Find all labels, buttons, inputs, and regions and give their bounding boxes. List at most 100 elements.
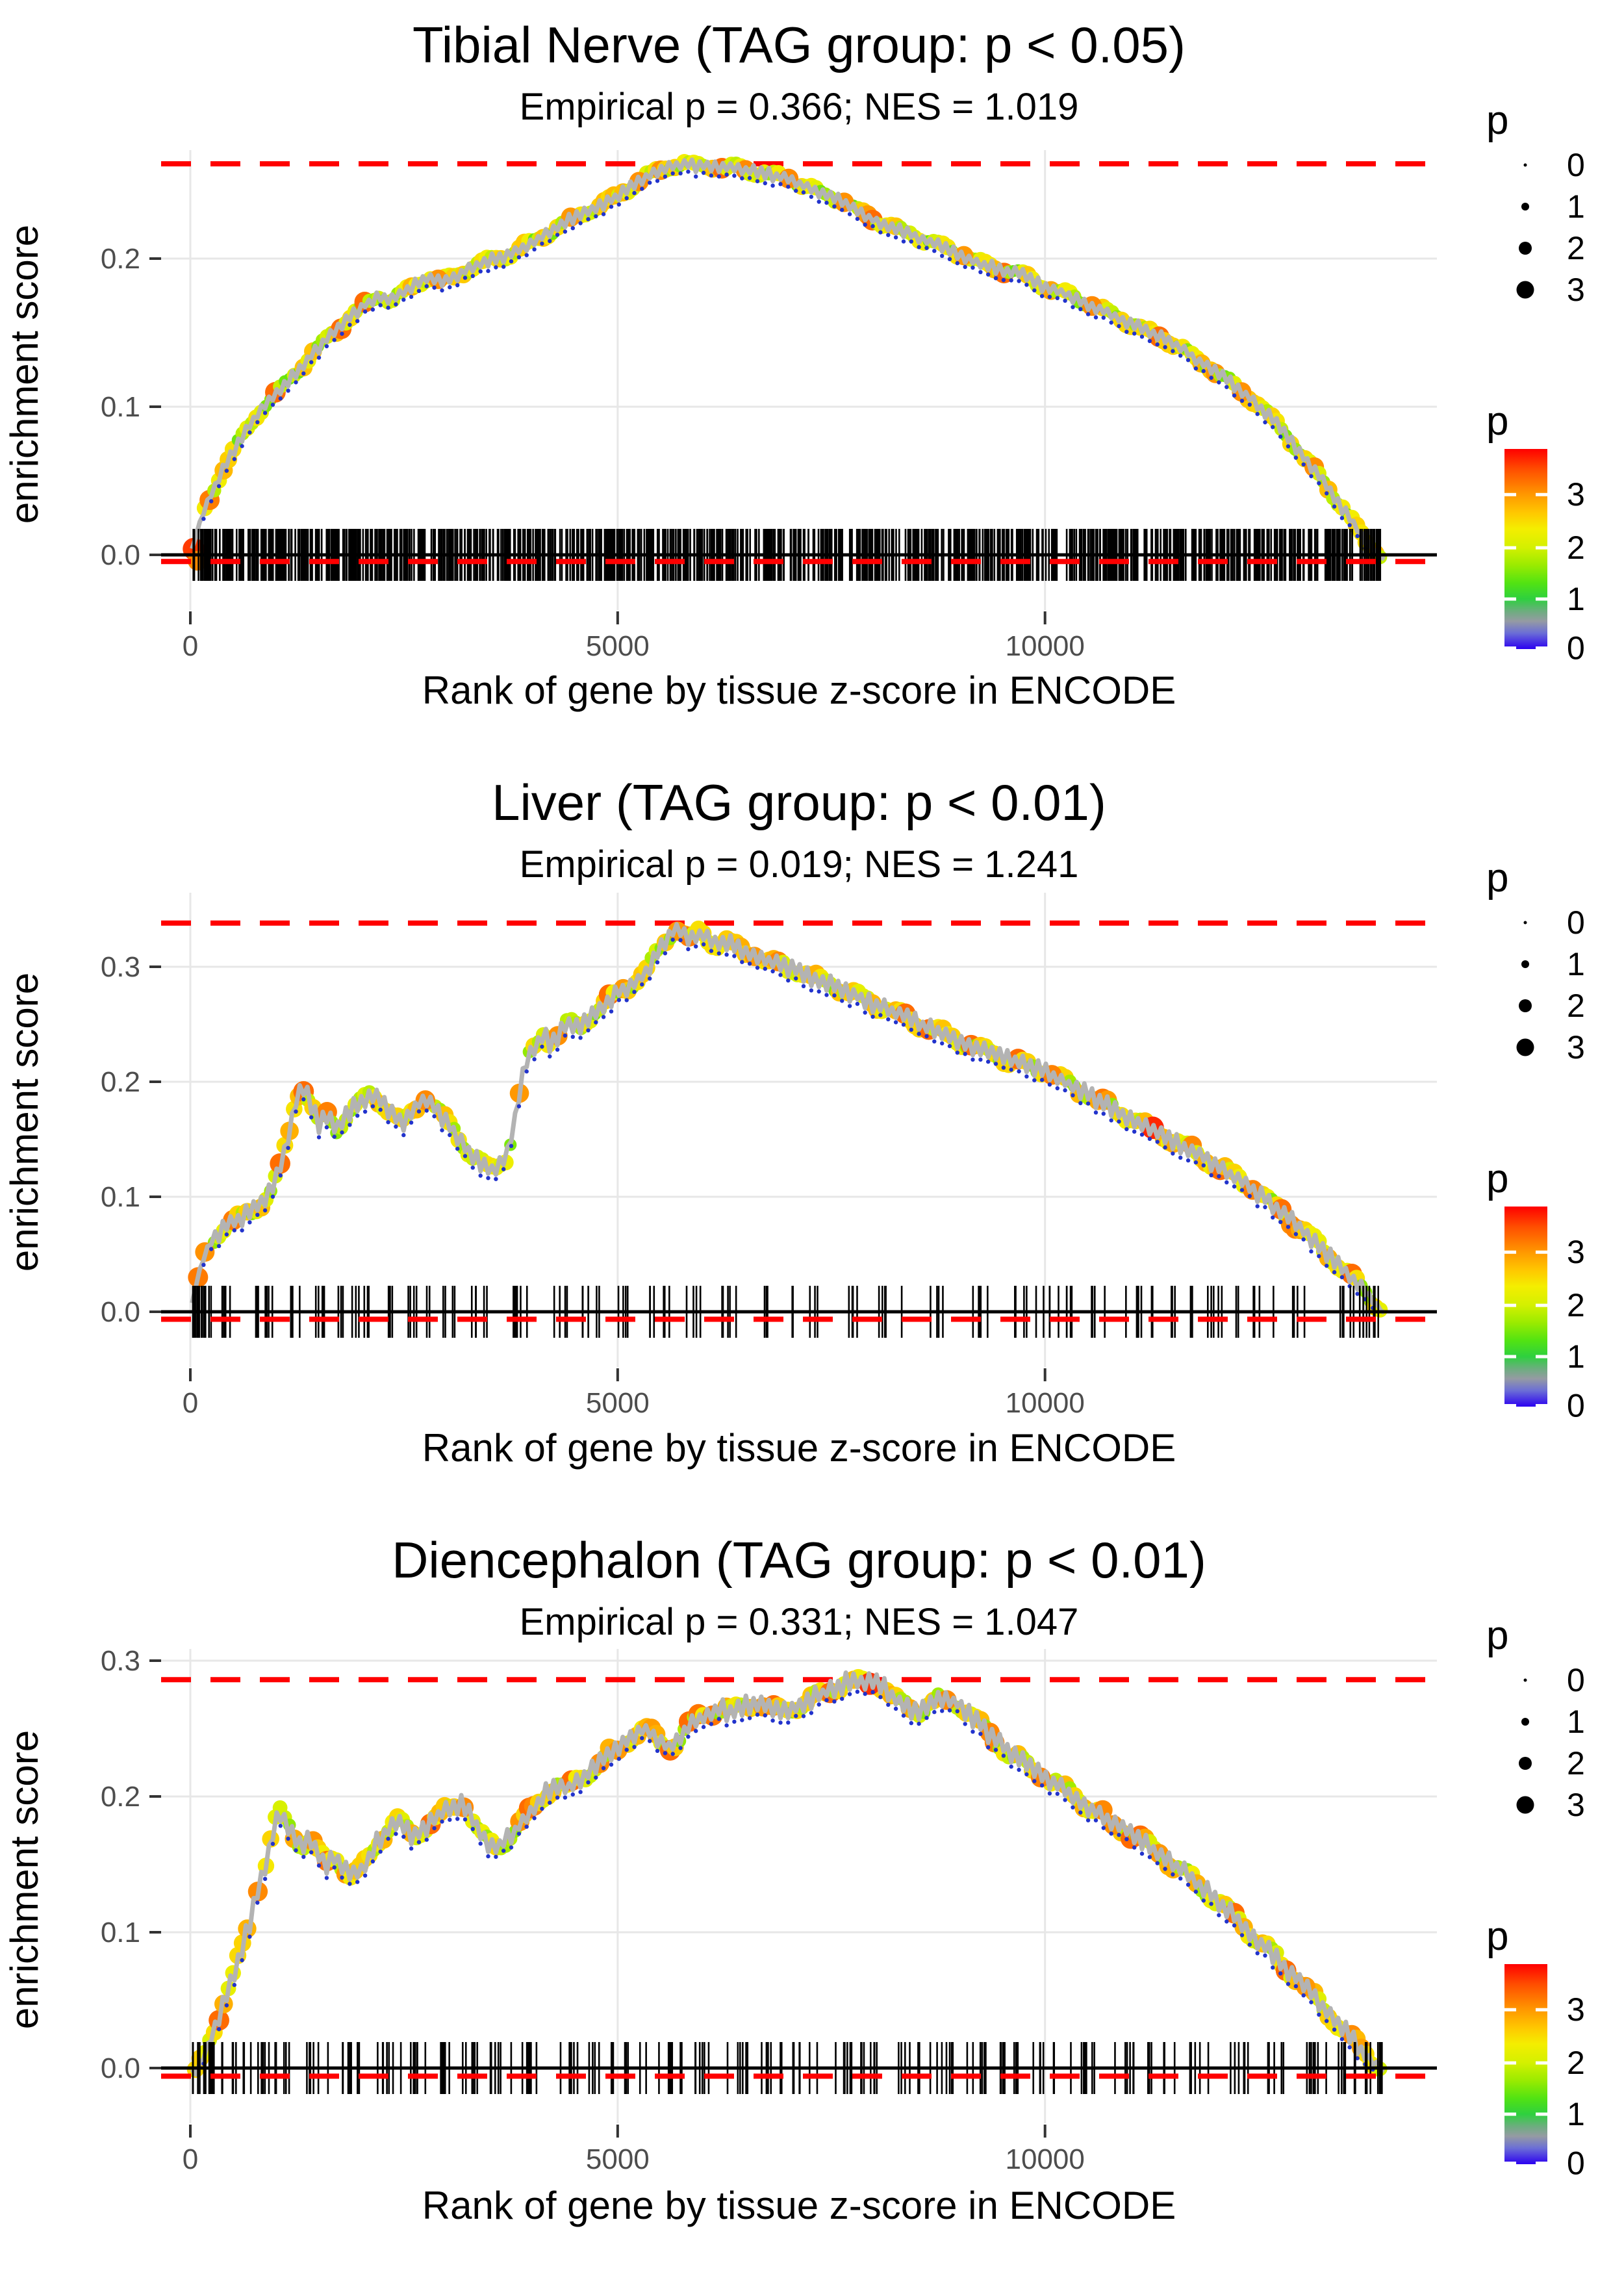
- size-legend-dot: [1523, 163, 1527, 167]
- size-legend-dot: [1521, 1718, 1529, 1726]
- size-legend-dot: [1521, 960, 1529, 968]
- size-legend-dot: [1519, 999, 1532, 1012]
- colorbar-tick-label: 1: [1567, 581, 1585, 617]
- chart-layer-liver: 0 5000 10000 0.0 0.1 0.2 0.3 0 1 2 3 3 2 1 0: [101, 893, 1585, 1424]
- colorbar-tick-label: 2: [1567, 1287, 1585, 1323]
- size-legend-label: 0: [1567, 904, 1585, 941]
- x-tick-label: 0: [183, 630, 198, 662]
- panel-title: Diencephalon (TAG group: p < 0.01): [392, 1531, 1206, 1589]
- x-tick-label: 5000: [586, 630, 650, 662]
- y-tick-label: 0.2: [101, 1066, 140, 1098]
- size-legend-label: 1: [1567, 946, 1585, 982]
- y-tick-label: 0.0: [101, 1296, 140, 1328]
- size-legend-dot: [1516, 281, 1534, 299]
- gene-rug: [192, 1286, 1380, 1338]
- liver-chart: 0 5000 10000 0.0 0.1 0.2 0.3 0 1 2 3 3 2 1 0 Liver (TA…: [3, 774, 1585, 1470]
- colorbar-legend-title: p: [1486, 399, 1508, 444]
- es-curve-line: [190, 157, 1386, 561]
- es-curve-line: [190, 1670, 1386, 2077]
- chart-layer-diencephalon: 0 5000 10000 0.0 0.1 0.2 0.3 0 1 2 3 3 2 1 0: [101, 1645, 1585, 2181]
- gene-rug: [192, 2042, 1383, 2094]
- axes: 0 5000 10000 0.0 0.1 0.2 0.3: [101, 951, 1085, 1419]
- size-legend-label: 1: [1567, 1704, 1585, 1740]
- size-legend: 0 1 2 3: [1516, 1662, 1585, 1823]
- diencephalon-chart: 0 5000 10000 0.0 0.1 0.2 0.3 0 1 2 3 3 2 1 0 Diencepha…: [3, 1531, 1585, 2227]
- panel-title: Tibial Nerve (TAG group: p < 0.05): [412, 16, 1186, 73]
- x-tick-label: 0: [183, 1387, 198, 1419]
- y-tick-label: 0.2: [101, 1781, 140, 1813]
- axes: 0 5000 10000 0.0 0.1 0.2: [101, 243, 1085, 662]
- size-legend-label: 3: [1567, 1029, 1585, 1066]
- panel-subtitle: Empirical p = 0.019; NES = 1.241: [520, 843, 1079, 886]
- x-tick-label: 0: [183, 2143, 198, 2175]
- tibial-nerve-chart: 0 5000 10000 0.0 0.1 0.2 0 1 2 3 3 2 1 0 Tibial Nerve…: [3, 16, 1585, 712]
- es-curve-line: [190, 922, 1386, 1315]
- size-legend-label: 0: [1567, 1662, 1585, 1698]
- size-legend-dot: [1519, 1757, 1532, 1770]
- colorbar-tick-label: 2: [1567, 530, 1585, 566]
- size-legend: 0 1 2 3: [1516, 147, 1585, 308]
- chart-layer-tibial-nerve: 0 5000 10000 0.0 0.1 0.2 0 1 2 3 3 2 1 0: [101, 147, 1585, 666]
- colorbar-legend: 3 2 1 0: [1504, 1964, 1585, 2181]
- size-legend-label: 3: [1567, 1787, 1585, 1823]
- y-axis-title: enrichment score: [3, 973, 46, 1271]
- panel-liver: 0 5000 10000 0.0 0.1 0.2 0.3 0 1 2 3 3 2 1 0 Liver (TA…: [0, 758, 1624, 1516]
- size-legend: 0 1 2 3: [1516, 904, 1585, 1066]
- size-legend-title: p: [1486, 98, 1508, 143]
- y-axis-title: enrichment score: [3, 1730, 46, 2029]
- size-legend-label: 2: [1567, 1745, 1585, 1782]
- colorbar-tick-label: 3: [1567, 1234, 1585, 1270]
- colorbar-legend-title: p: [1486, 1914, 1508, 1959]
- colorbar-legend: 3 2 1 0: [1504, 449, 1585, 666]
- size-legend-dot: [1521, 203, 1529, 211]
- y-tick-label: 0.0: [101, 2052, 140, 2084]
- x-tick-label: 5000: [586, 2143, 650, 2175]
- panel-subtitle: Empirical p = 0.366; NES = 1.019: [520, 86, 1079, 128]
- colorbar-tick-label: 3: [1567, 476, 1585, 513]
- colorbar-tick-label: 2: [1567, 2045, 1585, 2081]
- colorbar-tick-label: 0: [1567, 2145, 1585, 2181]
- y-tick-label: 0.1: [101, 391, 140, 423]
- panel-subtitle: Empirical p = 0.331; NES = 1.047: [520, 1601, 1079, 1643]
- size-legend-dot: [1519, 242, 1532, 255]
- size-legend-dot: [1523, 921, 1527, 925]
- x-tick-label: 10000: [1006, 2143, 1085, 2175]
- y-tick-label: 0.3: [101, 951, 140, 983]
- x-tick-label: 10000: [1006, 1387, 1085, 1419]
- colorbar-tick-label: 0: [1567, 630, 1585, 666]
- low-p-blue-dots: [201, 938, 1375, 1310]
- size-legend-title: p: [1486, 856, 1508, 901]
- size-legend-label: 2: [1567, 988, 1585, 1024]
- colorbar-tick-label: 1: [1567, 1338, 1585, 1375]
- colorbar-legend: 3 2 1 0: [1504, 1207, 1585, 1424]
- axes: 0 5000 10000 0.0 0.1 0.2 0.3: [101, 1645, 1085, 2175]
- size-legend-label: 2: [1567, 230, 1585, 266]
- gene-points: [186, 1668, 1388, 2078]
- size-legend-dot: [1523, 1678, 1527, 1682]
- size-legend-dot: [1516, 1796, 1534, 1814]
- size-legend-label: 3: [1567, 272, 1585, 308]
- size-legend-title: p: [1486, 1613, 1508, 1658]
- y-tick-label: 0.3: [101, 1645, 140, 1677]
- size-legend-dot: [1516, 1038, 1534, 1056]
- low-p-blue-dots: [201, 1689, 1375, 2072]
- colorbar-tick-label: 3: [1567, 1991, 1585, 2028]
- y-axis-title: enrichment score: [3, 225, 46, 524]
- x-tick-label: 10000: [1006, 630, 1085, 662]
- panel-tibial-nerve: 0 5000 10000 0.0 0.1 0.2 0 1 2 3 3 2 1 0 Tibial Nerve…: [0, 1, 1624, 758]
- panel-diencephalon: 0 5000 10000 0.0 0.1 0.2 0.3 0 1 2 3 3 2 1 0 Diencepha…: [0, 1516, 1624, 2273]
- size-legend-label: 1: [1567, 188, 1585, 225]
- colorbar-legend-title: p: [1486, 1156, 1508, 1201]
- x-axis-title: Rank of gene by tissue z-score in ENCODE: [422, 2184, 1176, 2227]
- colorbar-tick-label: 1: [1567, 2096, 1585, 2132]
- x-axis-title: Rank of gene by tissue z-score in ENCODE: [422, 1426, 1176, 1470]
- x-axis-title: Rank of gene by tissue z-score in ENCODE: [422, 669, 1176, 712]
- y-tick-label: 0.2: [101, 243, 140, 275]
- colorbar-tick-label: 0: [1567, 1387, 1585, 1424]
- x-tick-label: 5000: [586, 1387, 650, 1419]
- size-legend-label: 0: [1567, 147, 1585, 183]
- panel-title: Liver (TAG group: p < 0.01): [492, 774, 1106, 831]
- y-tick-label: 0.1: [101, 1181, 140, 1213]
- y-tick-label: 0.1: [101, 1917, 140, 1948]
